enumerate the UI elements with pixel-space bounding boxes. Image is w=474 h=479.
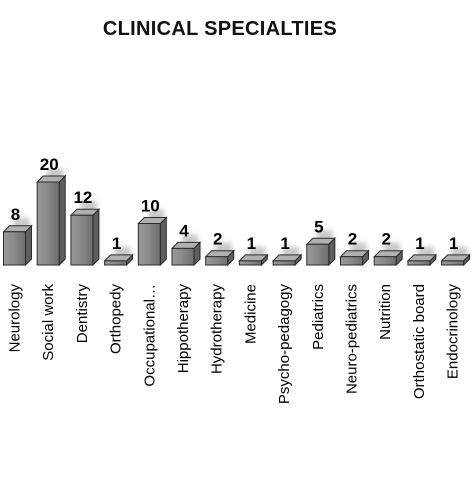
bar — [406, 253, 438, 267]
data-label: 2 — [213, 230, 222, 249]
bar — [440, 253, 471, 267]
bar-front — [306, 243, 330, 266]
data-label: 20 — [40, 155, 59, 174]
bar — [372, 249, 404, 267]
bar — [170, 241, 202, 267]
data-label: 1 — [449, 234, 458, 253]
category-label: Orthostatic board — [411, 284, 428, 399]
bar — [2, 224, 33, 267]
category-label: Dentistry — [74, 284, 91, 344]
data-label: 1 — [247, 234, 256, 253]
data-label: 2 — [348, 230, 357, 249]
bar-front — [272, 260, 296, 266]
bar-front — [104, 260, 128, 266]
category-label: Endocrinology — [445, 284, 462, 380]
bar-front — [441, 260, 465, 266]
bar-front — [238, 260, 262, 266]
bar — [69, 207, 101, 267]
bar-front — [373, 256, 397, 266]
bar — [305, 237, 337, 267]
category-label: Occupational… — [141, 284, 158, 387]
data-label: 10 — [141, 197, 160, 216]
category-label: Social work — [40, 284, 57, 361]
data-label: 8 — [11, 205, 20, 224]
bar-front — [36, 181, 60, 266]
bar-front — [407, 260, 431, 266]
bar-front — [70, 214, 94, 266]
data-label: 1 — [112, 234, 121, 253]
category-label: Pediatrics — [310, 284, 327, 350]
data-label: 2 — [381, 230, 390, 249]
category-label: Medicine — [242, 284, 259, 344]
category-label: Orthopedy — [108, 284, 125, 355]
bar — [339, 249, 370, 267]
chart-title: CLINICAL SPECIALTIES — [102, 18, 338, 40]
bar-front — [137, 223, 161, 266]
data-label: 1 — [280, 234, 289, 253]
bar — [204, 249, 235, 267]
category-label: Psycho-pedagogy — [276, 284, 293, 405]
data-label: 4 — [179, 221, 189, 240]
category-label: Hydrotherapy — [209, 284, 226, 375]
data-label: 12 — [73, 188, 92, 207]
bar-front — [340, 256, 363, 266]
bar-front — [3, 231, 26, 266]
category-label: Neuro-pediatrics — [344, 284, 361, 394]
bar-side — [92, 207, 100, 267]
category-label: Hippotherapy — [175, 284, 192, 374]
bar — [137, 216, 168, 267]
data-label: 5 — [314, 217, 323, 236]
bar — [103, 253, 134, 267]
bar-side — [58, 174, 66, 267]
bar-side — [25, 224, 32, 267]
bar — [35, 174, 67, 267]
bar-front — [171, 247, 195, 266]
category-label: Neurology — [7, 284, 24, 353]
bar — [238, 253, 269, 267]
category-label: Nutrition — [377, 284, 394, 340]
bar-side — [159, 216, 167, 267]
bar — [271, 253, 303, 267]
data-label: 1 — [415, 234, 424, 253]
bar-front — [205, 256, 229, 266]
